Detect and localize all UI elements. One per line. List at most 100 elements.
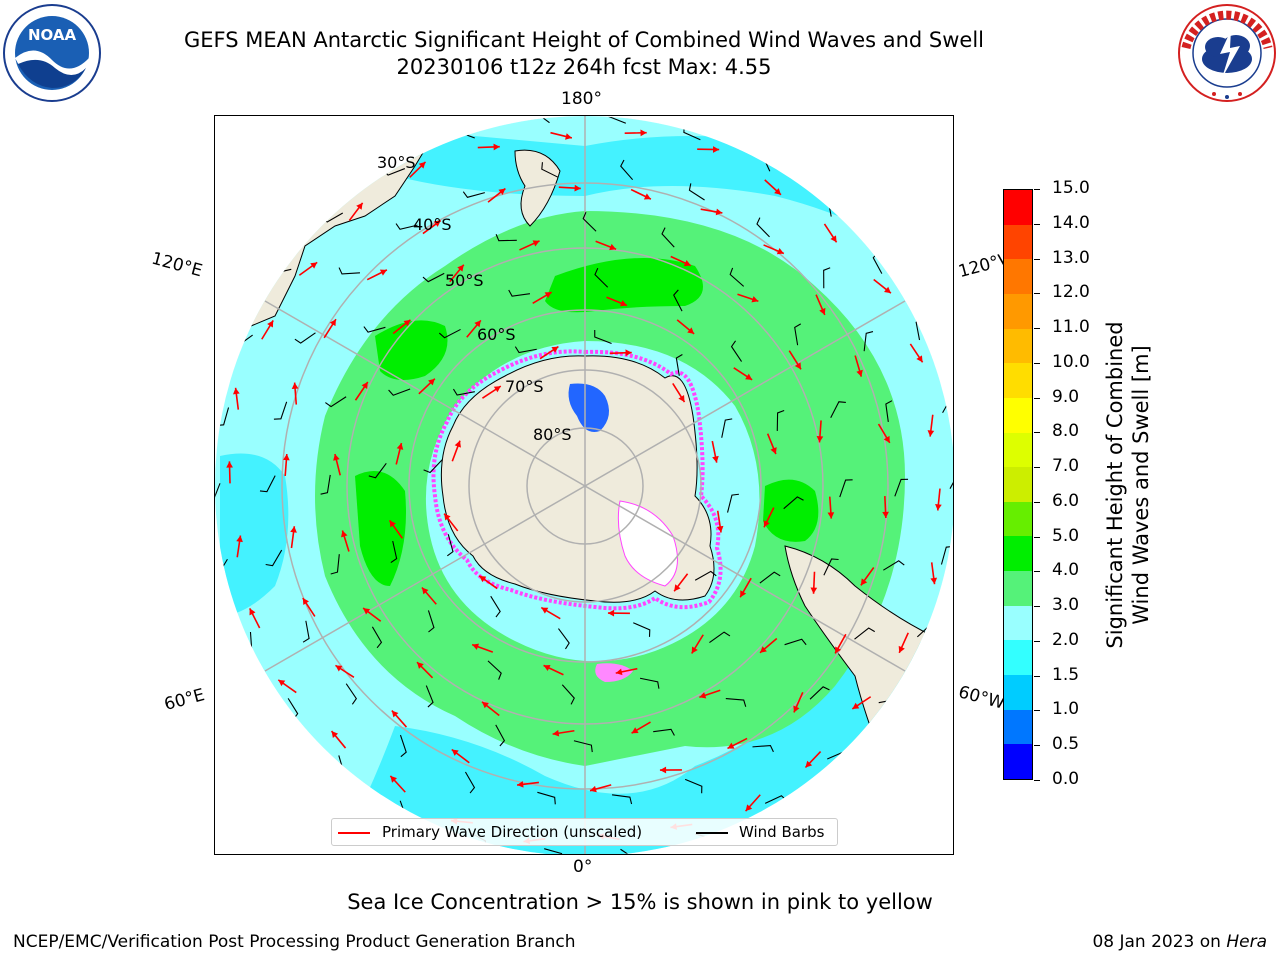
- wind-barb: [894, 478, 909, 497]
- colorbar-tick: [1034, 536, 1040, 538]
- colorbar-tick-label: 12.0: [1052, 282, 1090, 303]
- map-frame: 30°S 40°S 50°S 60°S 70°S 80°S: [214, 115, 954, 855]
- wind-barb: [794, 323, 802, 346]
- colorbar-tick-label: 7.0: [1052, 456, 1080, 477]
- wind-barb: [594, 329, 612, 344]
- sea-ice-note: Sea Ice Concentration > 15% is shown in …: [347, 890, 933, 914]
- wave-arrow-head: [417, 662, 424, 669]
- wind-barb: [783, 496, 804, 510]
- wind-barb: [684, 778, 703, 794]
- wave-arrow-head: [640, 129, 647, 137]
- colorbar-tick-label: 13.0: [1052, 247, 1090, 268]
- colorbar-tick-label: 11.0: [1052, 317, 1090, 338]
- wave-arrow-head: [776, 248, 784, 255]
- wave-arrow-head: [331, 731, 339, 738]
- colorbar-tick: [1034, 571, 1040, 573]
- wind-barb: [259, 475, 276, 493]
- colorbar-label-line1: Significant Height of Combined: [1103, 321, 1127, 649]
- wind-barb: [582, 211, 597, 232]
- wave-arrow-head: [249, 608, 256, 616]
- colorbar-tick-label: 9.0: [1052, 386, 1080, 407]
- wind-barb: [388, 388, 411, 396]
- wind-barb: [544, 848, 563, 854]
- wave-arrow-head: [418, 161, 426, 169]
- wind-barb: [390, 540, 398, 563]
- chart-title: GEFS MEAN Antarctic Significant Height o…: [183, 28, 985, 52]
- wave-arrow-head: [551, 346, 559, 353]
- colorbar-segment: [1004, 362, 1032, 398]
- lon-label-0: 0°: [573, 857, 593, 877]
- wind-barb-legend-line: [696, 832, 728, 834]
- wind-barb: [694, 570, 717, 581]
- wave-arrow-head: [930, 577, 938, 585]
- colorbar-segment: [1004, 293, 1032, 329]
- wind-barb: [823, 558, 839, 576]
- map-graticule: [215, 116, 953, 854]
- colorbar-tick: [1034, 258, 1040, 260]
- wave-arrow-head: [699, 692, 707, 699]
- lon-label-60w: 60°W: [956, 682, 1007, 714]
- colorbar-segment: [1004, 709, 1032, 745]
- map-legend: Primary Wave Direction (unscaled) Wind B…: [331, 818, 838, 846]
- chart-subtitle: 20230106 t12z 264h fcst Max: 4.55: [396, 55, 772, 79]
- colorbar-tick-label: 3.0: [1052, 595, 1080, 616]
- wind-barb: [885, 400, 893, 422]
- wind-barb: [462, 191, 485, 198]
- wave-arrow-head: [361, 381, 368, 389]
- wind-barb: [727, 493, 739, 513]
- primary-wave-legend-label: Primary Wave Direction (unscaled): [382, 823, 643, 841]
- wind-barb: [495, 724, 506, 747]
- colorbar-tick: [1034, 501, 1040, 503]
- wind-barb: [730, 340, 743, 362]
- colorbar-segment: [1004, 224, 1032, 260]
- colorbar-tick-label: 5.0: [1052, 525, 1080, 546]
- wave-arrow-head: [403, 319, 411, 327]
- wind-barb: [721, 418, 733, 438]
- wave-arrow-head: [745, 804, 753, 812]
- wave-arrow-head: [916, 355, 923, 363]
- colorbar-tick-label: 8.0: [1052, 421, 1080, 442]
- wave-arrow-head: [335, 665, 343, 672]
- wave-arrow-head: [827, 512, 835, 519]
- wave-arrow-head: [233, 387, 240, 395]
- wave-arrow-head: [291, 382, 299, 389]
- colorbar-tick-label: 2.0: [1052, 629, 1080, 650]
- wave-arrow-head: [333, 454, 340, 461]
- wind-barb: [863, 331, 874, 352]
- colorbar-tick-label: 14.0: [1052, 212, 1090, 233]
- wave-arrow-head: [454, 440, 461, 448]
- wind-barb: [294, 332, 316, 344]
- wind-barb: [338, 267, 360, 275]
- wave-arrow-head: [615, 668, 623, 676]
- wave-arrow-head: [226, 461, 233, 468]
- colorbar-tick: [1034, 293, 1040, 295]
- lat-label-40s: 40°S: [413, 215, 452, 234]
- lon-label-180: 180°: [561, 89, 602, 109]
- footer-date: 08 Jan 2023 on Hera: [1092, 932, 1267, 952]
- wave-arrow-head: [712, 455, 719, 463]
- colorbar-tick-label: 0.0: [1052, 769, 1080, 789]
- wave-arrow-head: [763, 520, 770, 528]
- wave-arrow-head: [727, 742, 735, 749]
- wave-arrow-head: [609, 243, 617, 251]
- colorbar-segment: [1004, 605, 1032, 641]
- colorbar-tick: [1034, 362, 1040, 364]
- lat-label-30s: 30°S: [377, 153, 416, 172]
- colorbar-tick-label: 4.0: [1052, 560, 1080, 581]
- nws-logo: [1178, 4, 1276, 102]
- wind-barb: [534, 116, 550, 124]
- wave-arrow-head: [498, 188, 506, 195]
- wave-arrow-head: [687, 327, 695, 334]
- footer-credit: NCEP/EMC/Verification Post Processing Pr…: [13, 932, 576, 952]
- wind-barb: [839, 479, 853, 498]
- wave-arrow-head: [356, 202, 363, 210]
- colorbar: [1003, 189, 1033, 780]
- wave-arrow-head: [774, 188, 781, 195]
- wave-arrow-head: [236, 535, 243, 543]
- noaa-logo: NOAA: [3, 4, 101, 102]
- wave-arrow-head: [835, 646, 842, 654]
- colorbar-tick: [1034, 397, 1040, 399]
- wave-arrow-head: [391, 710, 399, 718]
- wind-barb: [215, 483, 221, 501]
- colorbar-tick-label: 10.0: [1052, 351, 1090, 372]
